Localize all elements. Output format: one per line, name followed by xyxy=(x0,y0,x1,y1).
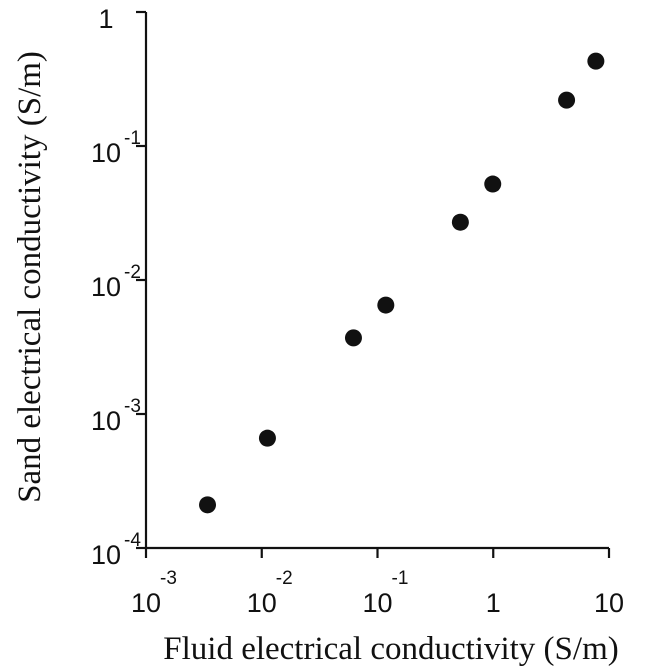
data-point xyxy=(587,52,605,70)
data-point xyxy=(377,296,395,314)
x-tick-label: 10 xyxy=(247,588,277,618)
y-tick-label: 10 xyxy=(91,138,121,168)
data-point xyxy=(451,213,469,231)
x-tick-exponent: -2 xyxy=(276,568,293,589)
data-point xyxy=(199,496,217,514)
data-point xyxy=(344,329,362,347)
y-tick-label: 1 xyxy=(98,4,113,34)
y-tick-label: 10 xyxy=(91,272,121,302)
data-point xyxy=(484,175,502,193)
y-tick-exponent: -3 xyxy=(124,396,141,417)
y-tick-label: 10 xyxy=(91,540,121,570)
y-axis-label: Sand electrical conductivity (S/m) xyxy=(12,51,48,503)
x-tick-label: 1 xyxy=(486,588,501,618)
x-tick-exponent: -1 xyxy=(392,568,409,589)
x-tick-label: 10 xyxy=(594,588,624,618)
y-tick-label: 10 xyxy=(91,406,121,436)
y-tick-exponent: -4 xyxy=(124,530,141,551)
y-tick-exponent: -1 xyxy=(124,128,141,149)
data-points xyxy=(199,52,605,514)
x-tick-label: 10 xyxy=(362,588,392,618)
data-point xyxy=(258,429,276,447)
x-tick-exponent: -3 xyxy=(160,568,177,589)
x-axis-label: Fluid electrical conductivity (S/m) xyxy=(163,631,618,667)
x-tick-label: 10 xyxy=(131,588,161,618)
y-tick-exponent: -2 xyxy=(124,262,141,283)
data-point xyxy=(558,91,576,109)
plot-frame xyxy=(144,12,609,550)
